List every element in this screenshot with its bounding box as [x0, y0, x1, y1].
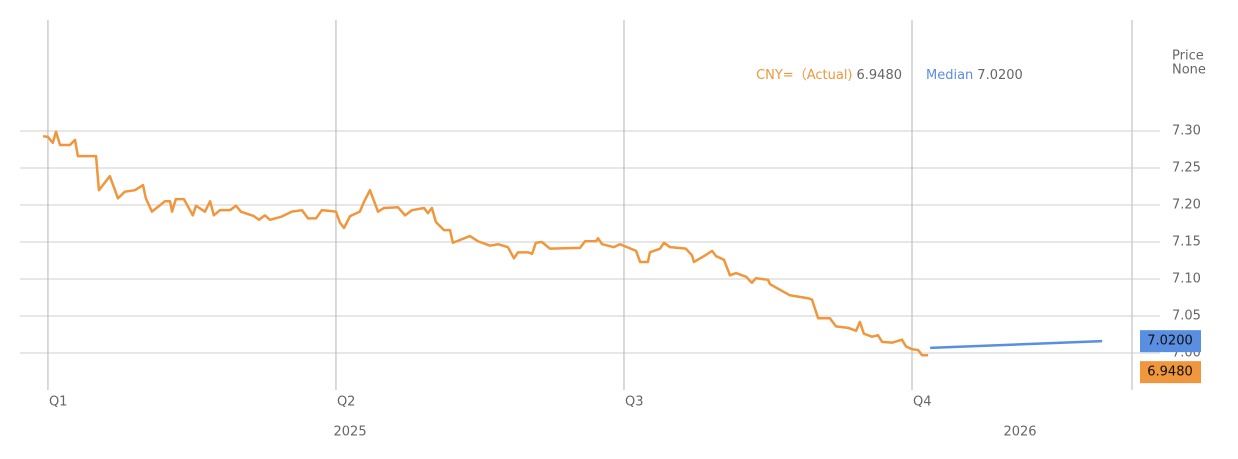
y-axis-unit: None [1172, 63, 1206, 78]
year-label: 2026 [1003, 425, 1036, 440]
y-tick-label: 7.05 [1172, 309, 1201, 324]
series-line [42, 130, 929, 357]
x-tick-label: Q2 [337, 395, 356, 410]
x-tick-label: Q1 [49, 395, 68, 410]
x-tick-label: Q4 [913, 395, 932, 410]
series-line [930, 339, 1103, 350]
legend-name: Median [926, 68, 973, 83]
value-badge-label: 7.0200 [1147, 334, 1193, 349]
legend-entry: CNY=（Actual) 6.9480 [756, 68, 902, 83]
legend-value: 6.9480 [857, 68, 903, 83]
year-label: 2025 [334, 425, 367, 440]
legend-name: CNY=（Actual) [756, 68, 852, 83]
value-badge [1140, 330, 1201, 353]
y-axis-label: Price [1172, 49, 1204, 64]
y-tick-label: 7.20 [1172, 198, 1201, 213]
x-tick-label: Q3 [625, 395, 644, 410]
value-badge [1140, 361, 1201, 384]
value-badge-label: 6.9480 [1147, 365, 1193, 380]
legend-entry: Median 7.0200 [926, 68, 1023, 83]
legend-value: 7.0200 [977, 68, 1023, 83]
y-tick-label: 7.25 [1172, 161, 1201, 176]
y-tick-label: 7.15 [1172, 235, 1201, 250]
y-tick-label: 7.10 [1172, 272, 1201, 287]
y-tick-label: 7.30 [1172, 124, 1201, 139]
